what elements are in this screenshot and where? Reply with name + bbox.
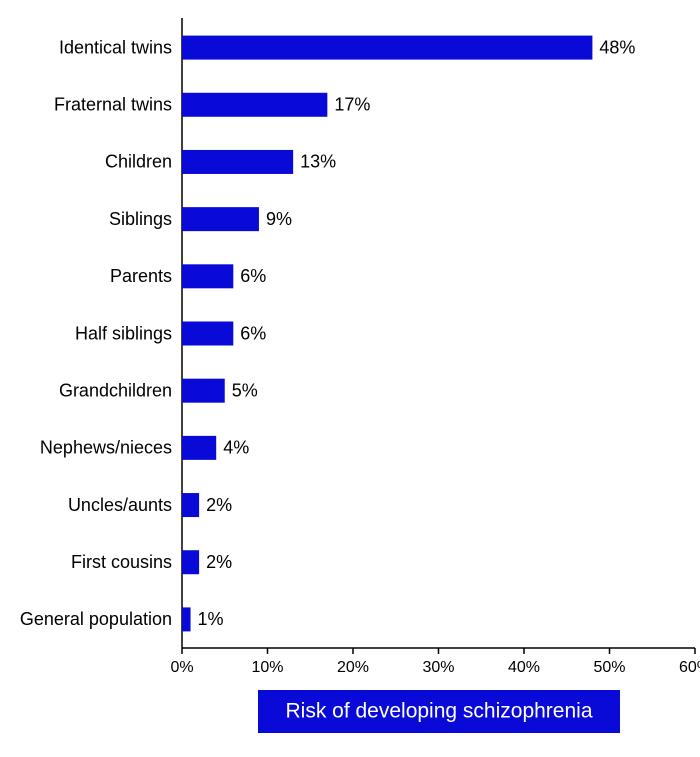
x-axis-label: Risk of developing schizophrenia: [285, 700, 592, 723]
x-tick-label: 30%: [422, 659, 454, 676]
value-label: 6%: [240, 323, 266, 343]
bar: [182, 264, 234, 289]
bar: [182, 378, 225, 403]
x-tick-label: 60%: [679, 659, 700, 676]
y-tick-label: Half siblings: [75, 323, 172, 343]
y-tick-label: Uncles/aunts: [68, 495, 172, 515]
y-tick-label: Fraternal twins: [54, 95, 172, 115]
value-label: 4%: [223, 438, 249, 458]
x-tick-label: 50%: [593, 659, 625, 676]
bar: [182, 607, 191, 632]
value-label: 17%: [334, 95, 370, 115]
y-tick-label: General population: [20, 609, 172, 629]
y-tick-label: Identical twins: [59, 37, 172, 57]
bar: [182, 493, 200, 518]
bar: [182, 35, 593, 60]
y-tick-label: Grandchildren: [59, 380, 172, 400]
value-label: 2%: [206, 495, 232, 515]
value-label: 13%: [300, 152, 336, 172]
y-tick-label: Nephews/nieces: [40, 438, 172, 458]
y-tick-label: Siblings: [109, 209, 172, 229]
y-tick-label: Parents: [110, 266, 172, 286]
bar: [182, 435, 217, 460]
bar: [182, 149, 294, 174]
value-label: 9%: [266, 209, 292, 229]
value-label: 5%: [232, 380, 258, 400]
x-tick-label: 20%: [337, 659, 369, 676]
y-tick-label: Children: [105, 152, 172, 172]
value-label: 1%: [198, 609, 224, 629]
bar: [182, 321, 234, 346]
y-tick-label: First cousins: [71, 552, 172, 572]
x-tick-label: 40%: [508, 659, 540, 676]
bar: [182, 550, 200, 575]
x-label-box: [258, 690, 620, 733]
x-tick-label: 10%: [251, 659, 283, 676]
bar: [182, 207, 259, 232]
value-label: 2%: [206, 552, 232, 572]
bar: [182, 92, 328, 117]
x-tick-label: 0%: [170, 659, 193, 676]
value-label: 48%: [599, 37, 635, 57]
value-label: 6%: [240, 266, 266, 286]
